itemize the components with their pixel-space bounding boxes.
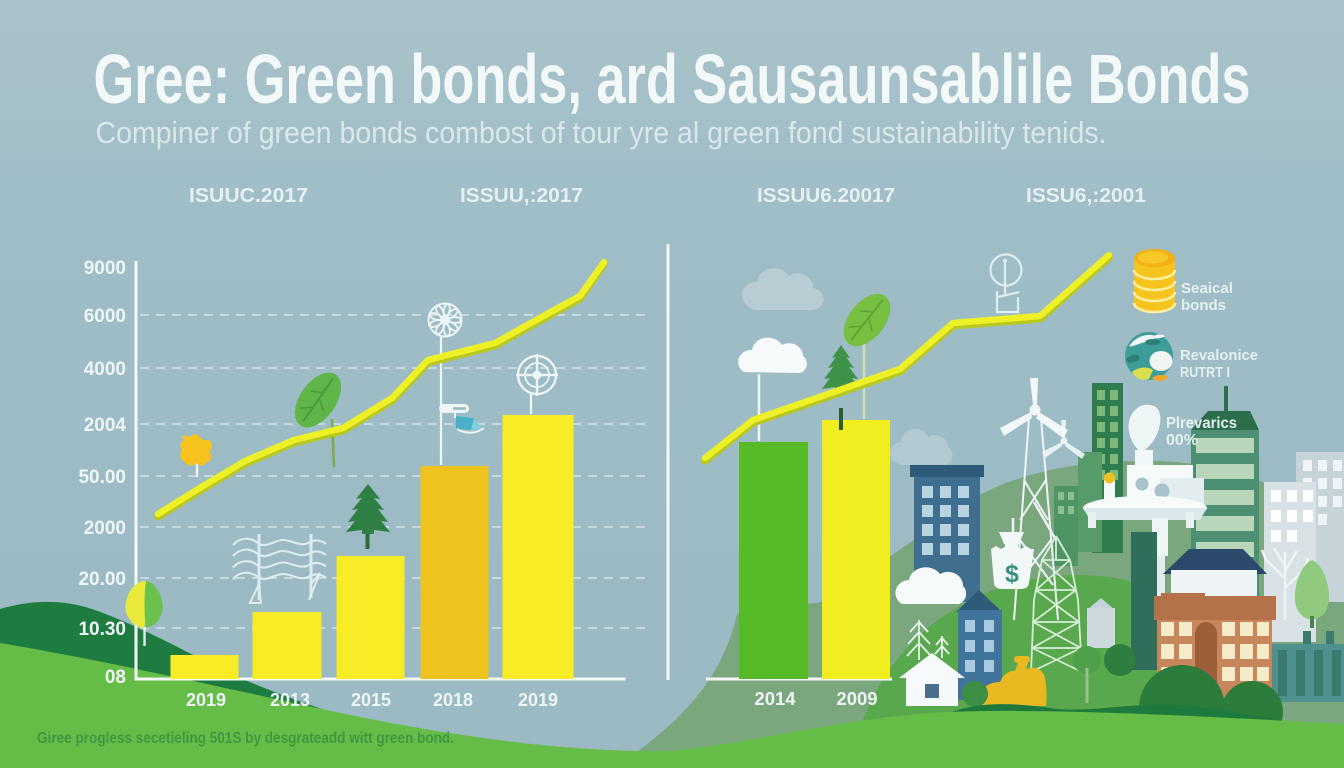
svg-text:6000: 6000 [84, 306, 126, 327]
svg-text:Revalonice: Revalonice [1180, 347, 1258, 364]
svg-text:2018: 2018 [433, 690, 473, 710]
svg-text:20.00: 20.00 [78, 569, 126, 590]
svg-text:2019: 2019 [518, 690, 558, 710]
svg-text:2014: 2014 [754, 688, 796, 709]
svg-text:00%: 00% [1166, 432, 1198, 449]
svg-text:ISUUC.2017: ISUUC.2017 [189, 185, 308, 207]
svg-text:Giree progless secetieling 501: Giree progless secetieling 501S by desgr… [37, 730, 454, 747]
svg-text:2015: 2015 [351, 690, 391, 710]
svg-text:10.30: 10.30 [78, 619, 126, 640]
svg-text:$: $ [1005, 560, 1019, 588]
svg-text:ISSUU,:2017: ISSUU,:2017 [460, 185, 583, 207]
svg-text:Plrevarics: Plrevarics [1166, 415, 1237, 432]
svg-text:ISSUU6.20017: ISSUU6.20017 [757, 185, 895, 207]
svg-text:08: 08 [105, 667, 126, 688]
svg-text:2019: 2019 [186, 690, 226, 710]
svg-text:ISSU6,:2001: ISSU6,:2001 [1026, 185, 1146, 207]
svg-text:2004: 2004 [84, 415, 127, 436]
svg-text:2013: 2013 [270, 690, 310, 710]
svg-text:bonds: bonds [1181, 297, 1226, 314]
svg-text:Gree: Green bonds, ard Sausaun: Gree: Green bonds, ard Sausaunsablile Bo… [94, 40, 1251, 118]
svg-text:50.00: 50.00 [78, 467, 126, 488]
svg-text:9000: 9000 [84, 258, 126, 279]
svg-text:4000: 4000 [84, 359, 126, 380]
svg-text:RUTRT I: RUTRT I [1180, 364, 1230, 381]
svg-text:2009: 2009 [836, 688, 877, 709]
svg-text:Seaical: Seaical [1181, 280, 1233, 297]
svg-text:2000: 2000 [84, 518, 126, 539]
svg-text:Compiner of green bonds combos: Compiner of green bonds combost of tour … [96, 115, 1107, 150]
